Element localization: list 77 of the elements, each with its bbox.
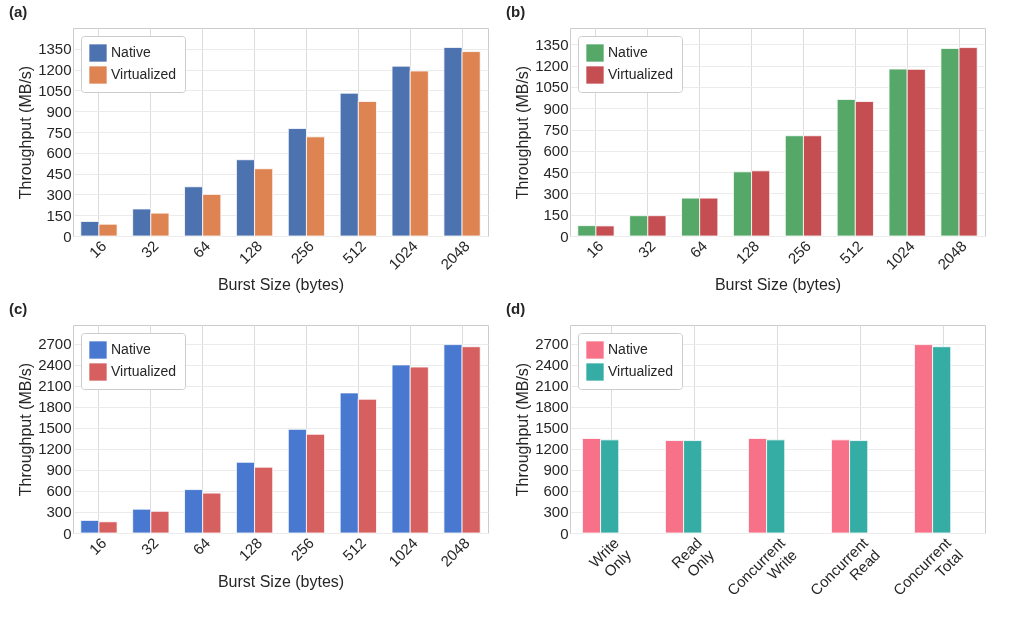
y-tick-label: 2700 <box>535 335 569 353</box>
legend-label: Native <box>608 341 648 357</box>
y-tick-label: 1500 <box>535 419 569 437</box>
y-axis-title: Throughput (MB/s) <box>17 362 35 497</box>
x-tick-label: 128 <box>235 237 266 267</box>
x-tick-label: 16 <box>582 237 607 261</box>
y-tick-label: 300 <box>543 503 569 521</box>
chart-title: (a) <box>9 3 28 20</box>
y-tick-label: 1500 <box>38 419 72 437</box>
y-tick-label: 900 <box>46 461 72 479</box>
legend-label: Native <box>608 44 648 60</box>
legend-label: Native <box>111 341 151 357</box>
y-tick-label: 1200 <box>535 57 569 75</box>
chart-title: (b) <box>506 3 526 20</box>
y-tick-label: 1200 <box>38 440 72 458</box>
y-tick-label: 0 <box>63 524 72 542</box>
y-tick-label: 450 <box>543 163 569 181</box>
y-tick-label: 450 <box>46 165 72 183</box>
y-tick-label: 1350 <box>535 35 569 53</box>
legend-label: Virtualized <box>608 66 674 82</box>
y-tick-label: 750 <box>46 123 72 141</box>
y-tick-label: 1800 <box>38 398 72 416</box>
y-tick-label: 0 <box>560 524 569 542</box>
y-tick-label: 2400 <box>38 356 72 374</box>
chart-title: (d) <box>506 300 526 317</box>
legend-label: Virtualized <box>111 66 177 82</box>
x-tick-label: 256 <box>784 237 815 267</box>
x-tick-label: 512 <box>339 534 369 564</box>
y-axis-title: Throughput (MB/s) <box>17 65 35 200</box>
y-tick-label: 600 <box>46 482 72 500</box>
y-tick-label: 900 <box>543 461 569 479</box>
y-tick-label: 600 <box>46 144 72 162</box>
y-tick-label: 2400 <box>535 356 569 374</box>
y-axis-title: Throughput (MB/s) <box>514 362 532 497</box>
x-tick-label: 64 <box>189 534 214 558</box>
y-tick-label: 2700 <box>38 335 72 353</box>
x-tick-label: 16 <box>85 534 110 558</box>
x-tick-label: 32 <box>137 237 162 261</box>
legend-label: Native <box>111 44 151 60</box>
y-tick-label: 0 <box>63 227 72 245</box>
x-tick-label: 256 <box>287 237 318 267</box>
y-tick-label: 300 <box>46 185 72 203</box>
y-tick-label: 300 <box>46 503 72 521</box>
legend-label: Virtualized <box>111 363 177 379</box>
y-tick-label: 900 <box>46 102 72 120</box>
x-tick-label: 512 <box>836 237 866 267</box>
x-tick-label: 16 <box>85 237 110 261</box>
y-tick-label: 150 <box>543 206 569 224</box>
y-tick-label: 1050 <box>535 78 569 96</box>
y-tick-label: 1350 <box>38 40 72 58</box>
y-tick-label: 1050 <box>38 81 72 99</box>
x-axis-title: Burst Size (bytes) <box>217 275 345 293</box>
x-tick-label: 64 <box>189 237 214 261</box>
y-tick-label: 1200 <box>535 440 569 458</box>
x-tick-label: 32 <box>137 534 162 558</box>
y-axis-title: Throughput (MB/s) <box>514 65 532 200</box>
y-tick-label: 150 <box>46 206 72 224</box>
y-tick-label: 0 <box>560 227 569 245</box>
y-tick-label: 300 <box>543 184 569 202</box>
y-tick-label: 2100 <box>535 377 569 395</box>
x-tick-label: 128 <box>235 534 266 564</box>
x-tick-label: 512 <box>339 237 369 267</box>
chart-title: (c) <box>9 300 28 317</box>
y-tick-label: 2100 <box>38 377 72 395</box>
x-axis-title: Burst Size (bytes) <box>714 275 842 293</box>
y-tick-label: 1800 <box>535 398 569 416</box>
x-axis-title: Burst Size (bytes) <box>217 572 345 590</box>
y-tick-label: 600 <box>543 142 569 160</box>
y-tick-label: 600 <box>543 482 569 500</box>
y-tick-label: 900 <box>543 99 569 117</box>
y-tick-label: 1200 <box>38 61 72 79</box>
x-tick-label: 256 <box>287 534 318 564</box>
x-tick-label: 128 <box>732 237 763 267</box>
legend-label: Virtualized <box>608 363 674 379</box>
y-tick-label: 750 <box>543 121 569 139</box>
x-tick-label: 32 <box>634 237 659 261</box>
x-tick-label: 64 <box>686 237 711 261</box>
